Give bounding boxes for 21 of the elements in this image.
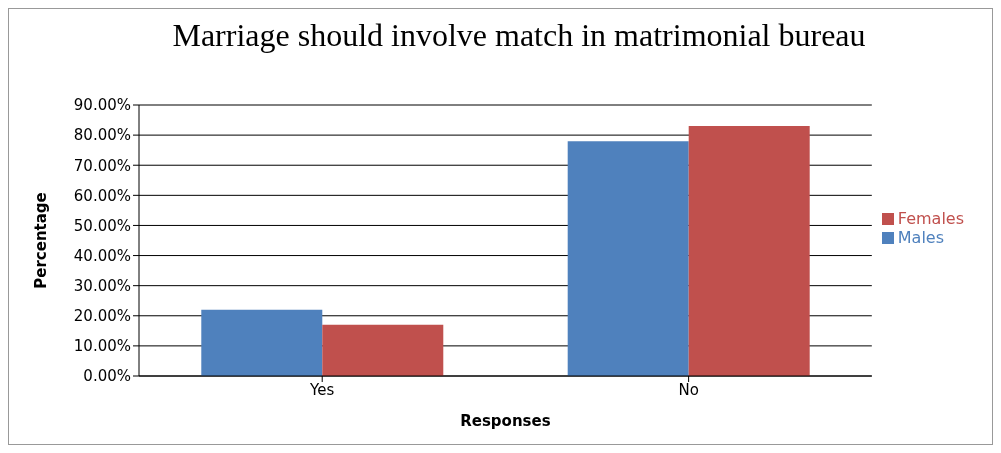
y-tick-label: 40.00% xyxy=(73,246,131,265)
bar xyxy=(322,324,444,376)
legend-label: Females xyxy=(897,208,964,228)
y-tick-label: 60.00% xyxy=(73,186,131,205)
y-tick-label: 10.00% xyxy=(73,337,131,356)
chart-title: Marriage should involve match in matrimonial bureau xyxy=(171,16,867,55)
y-tick-label: 50.00% xyxy=(73,216,131,235)
legend-label: Males xyxy=(897,227,945,247)
bar xyxy=(567,141,689,376)
y-tick-label: 20.00% xyxy=(73,307,131,326)
y-tick-label: 80.00% xyxy=(73,126,131,145)
y-tick-label: 0.00% xyxy=(83,367,131,386)
x-tick-label: No xyxy=(678,380,699,399)
x-axis-title: Responses xyxy=(460,412,551,430)
x-tick-label: Yes xyxy=(309,380,335,399)
y-axis-title: Percentage xyxy=(32,192,51,289)
y-tick-label: 90.00% xyxy=(73,96,131,115)
bar xyxy=(201,309,323,376)
y-tick-label: 70.00% xyxy=(73,156,131,175)
bar xyxy=(688,126,810,376)
y-tick-label: 30.00% xyxy=(73,276,131,295)
